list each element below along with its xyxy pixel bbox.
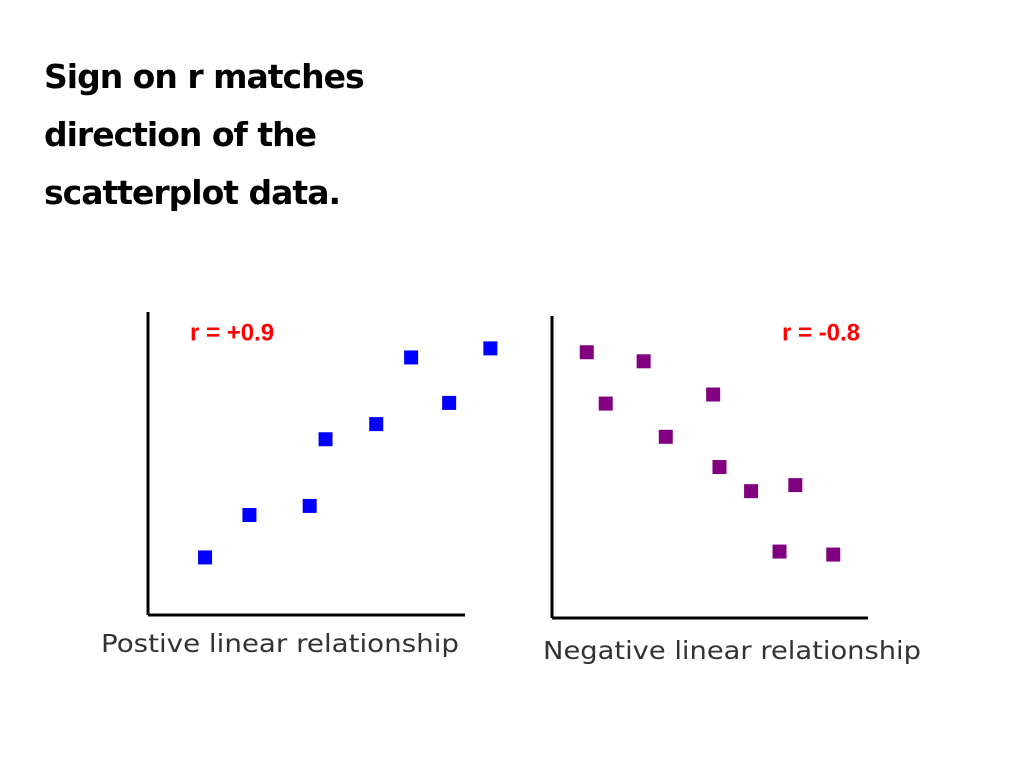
point (636, 354, 651, 369)
point (242, 508, 257, 523)
slide-title: Sign on r matches direction of the scatt… (44, 57, 365, 212)
annotation: r = +0.9 (190, 319, 274, 346)
x-axis-label: Postive linear relationship (101, 629, 459, 658)
x-axis-label: Negative linear relationship (543, 636, 921, 665)
point (826, 547, 841, 562)
point (302, 498, 317, 513)
point (788, 478, 803, 493)
point (658, 429, 673, 444)
point (712, 460, 727, 474)
point (579, 345, 594, 360)
point (598, 396, 613, 411)
point (744, 484, 759, 499)
point (772, 544, 787, 559)
point (318, 432, 333, 447)
point (442, 395, 457, 410)
point (706, 387, 721, 402)
point (198, 550, 213, 565)
point (369, 417, 384, 432)
point (483, 341, 498, 356)
point (404, 350, 419, 365)
annotation: r = -0.8 (782, 319, 860, 346)
